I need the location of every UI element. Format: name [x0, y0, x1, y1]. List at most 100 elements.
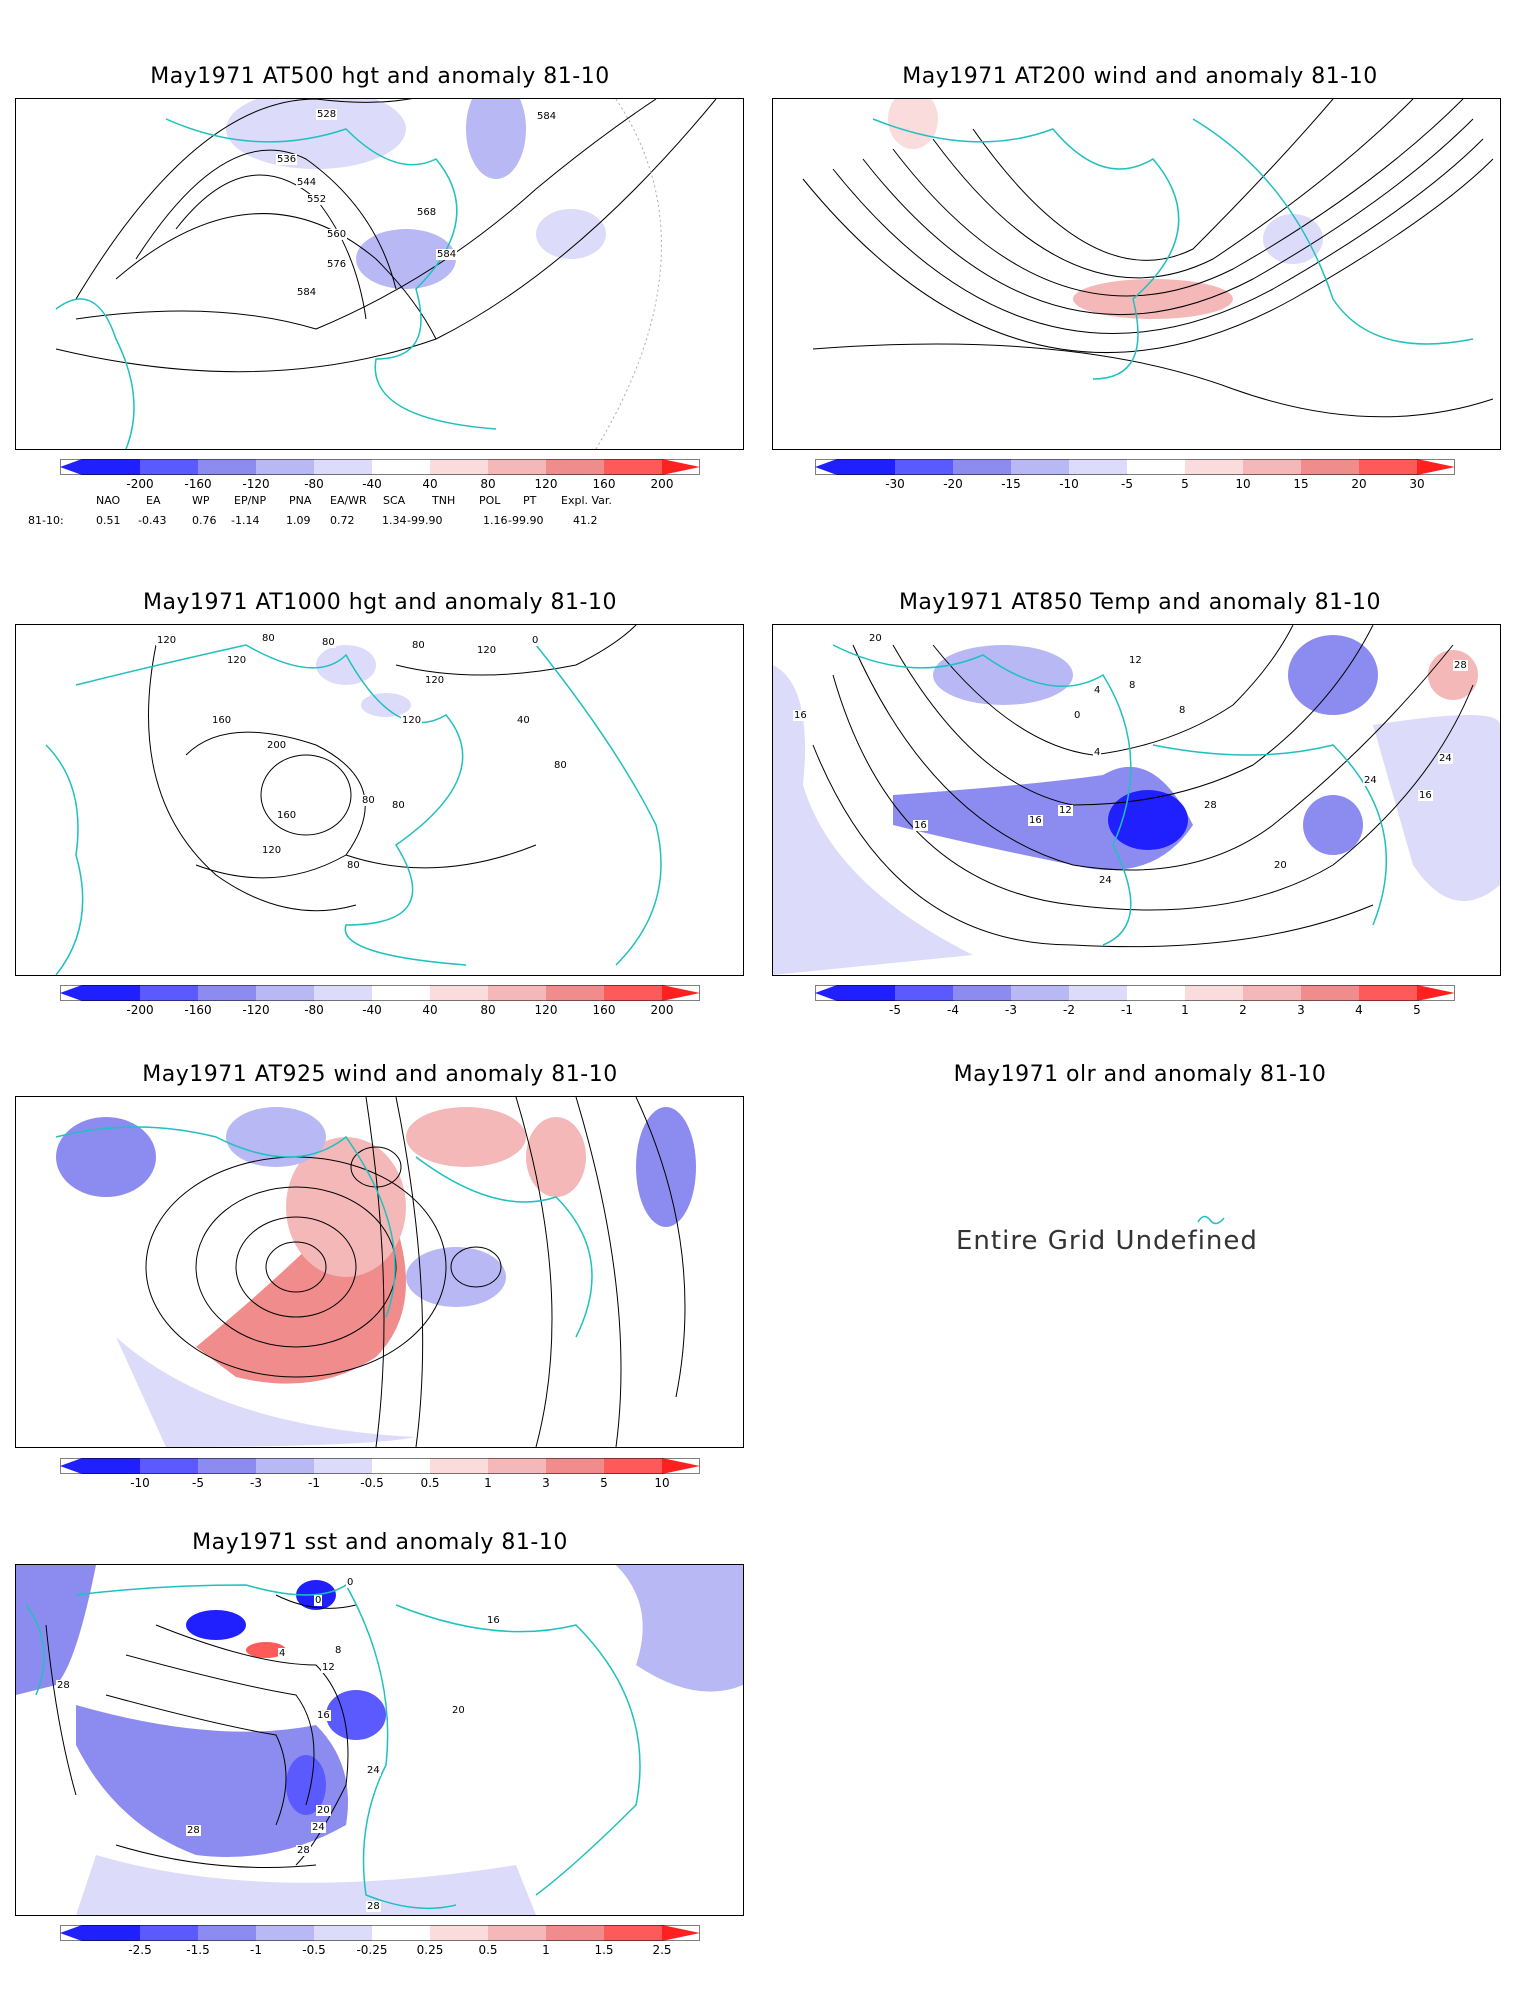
- colorbar-tick: -200: [126, 477, 154, 491]
- anomaly-blob: [1073, 279, 1233, 319]
- contour-label: 16: [913, 820, 928, 831]
- contour-label: 16: [316, 1710, 331, 1721]
- contour-label: 80: [553, 760, 568, 771]
- colorbar-tick: 3: [1297, 1003, 1305, 1017]
- anomaly-blob: [406, 1107, 526, 1167]
- index-header: TNH: [432, 494, 456, 507]
- index-value: -1.14: [231, 514, 260, 527]
- contour-label: 4: [278, 1648, 287, 1659]
- contour-label: 8: [334, 1645, 343, 1656]
- contour-label: 120: [156, 635, 178, 646]
- contour-label: 28: [366, 1901, 381, 1912]
- contour-label: 80: [411, 640, 426, 651]
- panel-at500: May1971 AT500 hgt and anomaly 81-10 528 5…: [0, 0, 760, 560]
- contour-label: 568: [416, 207, 438, 218]
- anomaly-blob: [286, 1755, 326, 1815]
- colorbar-tick: -2: [1063, 1003, 1075, 1017]
- contour-label: 120: [401, 715, 423, 726]
- contour-label: 16: [1418, 790, 1433, 801]
- map-at200: [772, 98, 1501, 450]
- index-value: 1.09: [286, 514, 311, 527]
- anomaly-blob: [1108, 790, 1188, 850]
- contour-label: 28: [56, 1680, 71, 1691]
- colorbar-tick: 3: [542, 1476, 550, 1490]
- anomaly-region: [16, 1565, 96, 1695]
- colorbar-tick: -1: [250, 1943, 262, 1957]
- index-value: -99.90: [508, 514, 544, 527]
- anomaly-region: [773, 665, 973, 975]
- colorbar-tick: 200: [650, 1003, 674, 1017]
- anomaly-blob: [406, 1247, 506, 1307]
- map-at850: 20 16 12 8 4 0 8 4 28 24 24 12 16 16 28 24 20 16: [772, 624, 1501, 976]
- panel-title: May1971 AT925 wind and anomaly 81-10: [142, 1062, 618, 1087]
- panel-sst: May1971 sst and anomaly 81-10: [0, 1500, 760, 2000]
- squiggle-icon: [1197, 1215, 1225, 1225]
- panel-title: May1971 AT850 Temp and anomaly 81-10: [898, 590, 1382, 615]
- contour-label: 40: [516, 715, 531, 726]
- anomaly-region: [893, 766, 1193, 870]
- contour-label: 24: [1098, 875, 1113, 886]
- contour-label: 4: [1093, 685, 1102, 696]
- contour-label: 576: [326, 259, 348, 270]
- colorbar-tick: 160: [592, 1003, 616, 1017]
- anomaly-blob: [1263, 214, 1323, 264]
- map-sst: 0 0 4 8 12 16 20 24 28 28 28 28 16 20 24: [15, 1564, 744, 1916]
- anomaly-blob: [226, 1107, 326, 1167]
- colorbar-tick: 1: [542, 1943, 550, 1957]
- panel-title: May1971 sst and anomaly 81-10: [192, 1530, 568, 1555]
- contour-label: 12: [1058, 805, 1073, 816]
- colorbar-tick: 120: [534, 1003, 558, 1017]
- colorbar-tick: -20: [943, 477, 963, 491]
- anomaly-blob: [466, 99, 526, 179]
- panel-at850: May1971 AT850 Temp and anomaly 81-10 2: [760, 560, 1520, 1030]
- anomaly-blob: [888, 99, 938, 149]
- colorbar-tick: -0.5: [302, 1943, 326, 1957]
- colorbar-tick: 10: [654, 1476, 670, 1490]
- panel-title: May1971 AT500 hgt and anomaly 81-10: [150, 64, 610, 89]
- colorbar-tick: -160: [184, 477, 212, 491]
- contour-label: 12: [321, 1662, 336, 1673]
- teleconnection-indices: NAO EA WP EP/NP PNA EA/WR SCA TNH POL PT…: [28, 494, 648, 534]
- colorbar-tick: -3: [250, 1476, 262, 1490]
- contour-label: 28: [1453, 660, 1468, 671]
- contour-label: 28: [186, 1825, 201, 1836]
- contour-label: 80: [391, 800, 406, 811]
- colorbar-tick: 1.5: [594, 1943, 614, 1957]
- contour-label: 120: [226, 655, 248, 666]
- anomaly-region: [76, 1855, 536, 1915]
- contour-label: 8: [1128, 680, 1137, 691]
- index-value: -99.90: [407, 514, 443, 527]
- contour-label: 560: [326, 229, 348, 240]
- panel-at200: May1971 AT200 wind and anomaly 81-10: [760, 0, 1520, 560]
- index-value: -0.43: [138, 514, 167, 527]
- contour-label: 20: [1273, 860, 1288, 871]
- contour-label: 80: [361, 795, 376, 806]
- map-at1000: 120 120 80 80 80 120 120 120 160 200 160 120 80 80 80 4…: [15, 624, 744, 976]
- colorbar-tick: -15: [1001, 477, 1021, 491]
- index-header: EA: [146, 494, 161, 507]
- colorbar-tick: -0.25: [356, 1943, 388, 1957]
- map-at500: 528 536 544 552 560 568 576 584 584 584: [15, 98, 744, 450]
- contour-label: 24: [1438, 753, 1453, 764]
- colorbar-tick: -120: [242, 1003, 270, 1017]
- panel-title: May1971 AT200 wind and anomaly 81-10: [902, 64, 1378, 89]
- anomaly-blob: [536, 209, 606, 259]
- colorbar-tick: 20: [1351, 477, 1367, 491]
- contour-label: 80: [321, 637, 336, 648]
- anomaly-blob: [56, 1117, 156, 1197]
- anomaly-blob: [361, 693, 411, 717]
- contour-label: 0: [314, 1595, 323, 1606]
- index-header: PNA: [289, 494, 312, 507]
- map-at925: [15, 1096, 744, 1448]
- index-header: POL: [479, 494, 501, 507]
- colorbar-tick: 40: [422, 477, 438, 491]
- index-row-label: 81-10:: [28, 514, 64, 527]
- contour-label: 24: [311, 1822, 326, 1833]
- colorbar-at500: -200 -160 -120 -80 -40 40 80 120 160 200: [60, 459, 700, 499]
- index-value: 1.34: [382, 514, 407, 527]
- colorbar-tick: -200: [126, 1003, 154, 1017]
- map-svg: [802, 99, 1494, 418]
- contour-label: 584: [536, 111, 558, 122]
- colorbar-tick: -5: [889, 1003, 901, 1017]
- contour-label: 120: [424, 675, 446, 686]
